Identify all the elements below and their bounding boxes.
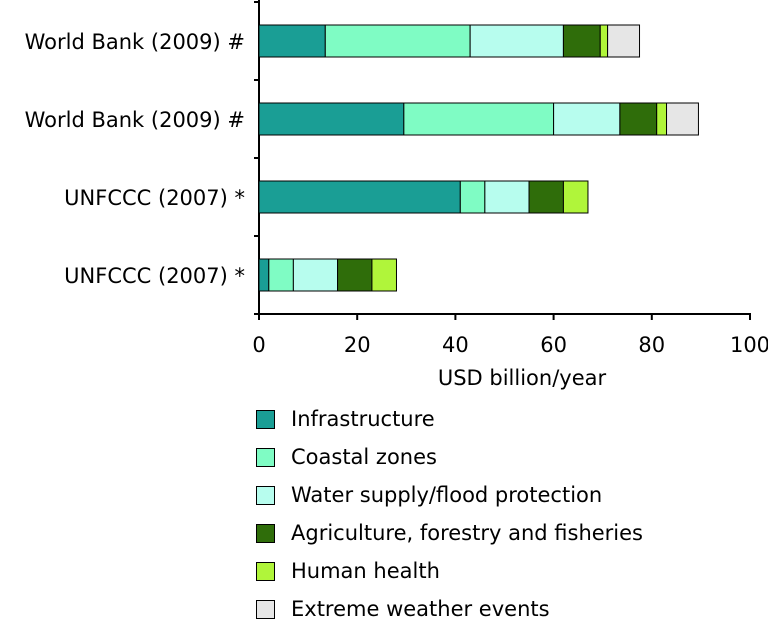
bar-segment xyxy=(337,258,373,292)
legend-item: Extreme weather events xyxy=(256,590,643,628)
legend-swatch xyxy=(256,599,275,619)
legend-swatch xyxy=(256,447,275,467)
legend-swatch xyxy=(256,561,275,581)
category-label: World Bank (2009) # xyxy=(25,108,245,132)
legend-item: Coastal zones xyxy=(256,438,643,476)
bar-segment xyxy=(607,24,641,58)
bar-segment xyxy=(268,258,294,292)
bar-segment xyxy=(599,24,609,58)
legend-item: Water supply/flood protection xyxy=(256,476,643,514)
legend-swatch xyxy=(256,485,275,505)
bar-segment xyxy=(258,24,326,58)
bar-segment xyxy=(324,24,471,58)
bar-segment xyxy=(258,180,461,214)
legend-item: Infrastructure xyxy=(256,400,643,438)
x-tick-label: 40 xyxy=(442,333,469,357)
bar-segment xyxy=(469,24,564,58)
x-tick-label: 0 xyxy=(252,333,265,357)
bar-segment xyxy=(656,102,668,136)
bar-segment xyxy=(553,102,621,136)
legend-item: Agriculture, forestry and fisheries xyxy=(256,514,643,552)
x-axis-title: USD billion/year xyxy=(438,366,607,390)
category-label: World Bank (2009) # xyxy=(25,30,245,54)
bar-segment xyxy=(459,180,486,214)
x-tick-label: 60 xyxy=(540,333,567,357)
legend-label: Water supply/flood protection xyxy=(291,483,603,507)
category-label: UNFCCC (2007) * xyxy=(64,264,245,288)
bar-segment xyxy=(484,180,530,214)
bar-segment xyxy=(258,102,405,136)
category-label: UNFCCC (2007) * xyxy=(64,186,245,210)
legend-item: Human health xyxy=(256,552,643,590)
labels: 0 20 40 60 80 100 World Bank (2009) # World Ban… xyxy=(25,30,768,357)
bar-segment xyxy=(619,102,658,136)
legend: Infrastructure Coastal zones Water supply/… xyxy=(256,400,643,628)
bar-segment xyxy=(403,102,555,136)
bar-segment xyxy=(371,258,397,292)
legend-label: Agriculture, forestry and fisheries xyxy=(291,521,643,545)
bars xyxy=(258,24,699,292)
legend-swatch xyxy=(256,523,275,543)
bar-segment xyxy=(562,180,589,214)
legend-label: Infrastructure xyxy=(291,407,435,431)
bar-segment xyxy=(666,102,699,136)
x-tick-label: 80 xyxy=(638,333,665,357)
legend-label: Coastal zones xyxy=(291,445,437,469)
legend-label: Extreme weather events xyxy=(291,597,550,621)
legend-label: Human health xyxy=(291,559,440,583)
bar-segment xyxy=(528,180,564,214)
bar-segment xyxy=(258,258,270,292)
x-tick-label: 20 xyxy=(344,333,371,357)
stacked-bar-chart: 0 20 40 60 80 100 World Bank (2009) # World Ban… xyxy=(25,0,768,390)
bar-segment xyxy=(562,24,601,58)
bar-segment xyxy=(292,258,339,292)
x-tick-label: 100 xyxy=(730,333,768,357)
legend-swatch xyxy=(256,409,275,429)
